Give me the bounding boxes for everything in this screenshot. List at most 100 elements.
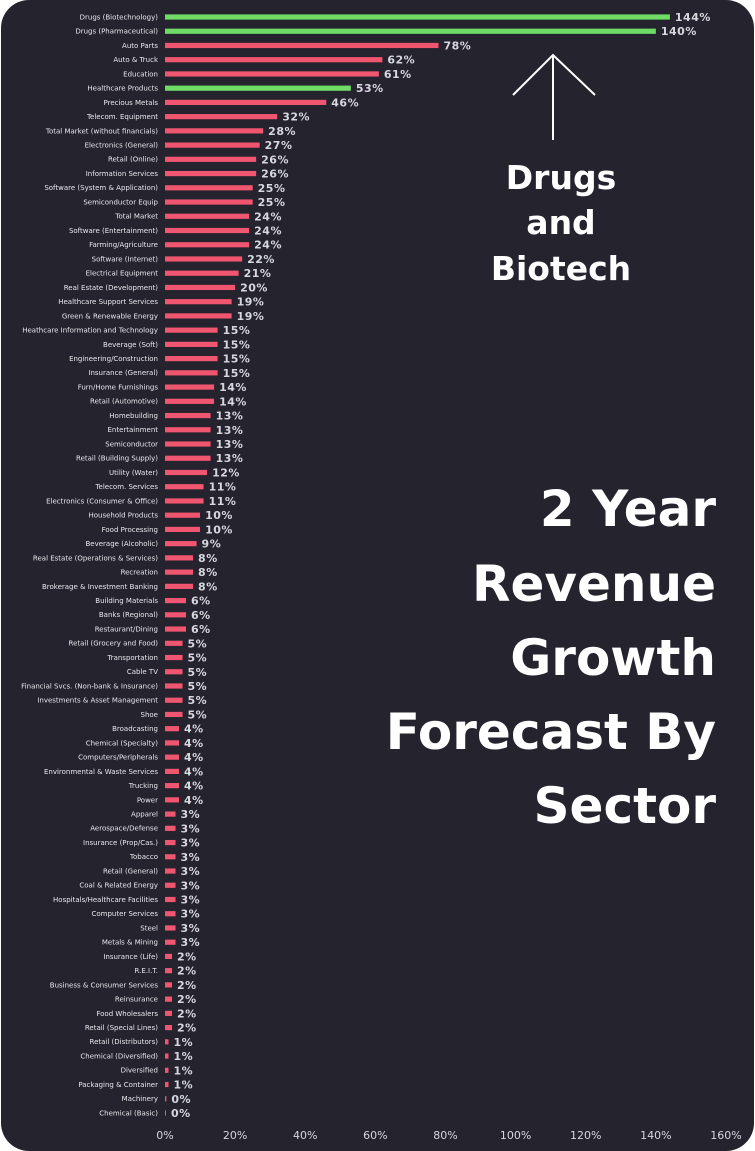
x-axis-ticks: 0% 20% 40% 60% 80% 100% 120% 140% 160%	[156, 1129, 741, 1142]
category-label: Food Processing	[102, 526, 158, 534]
data-label: 6%	[191, 609, 211, 622]
category-label: Engineering/Construction	[69, 355, 158, 363]
category-label: Computers/Peripherals	[78, 754, 158, 762]
bar	[165, 427, 211, 433]
data-label: 13%	[216, 438, 244, 451]
category-label: Drugs (Pharmaceutical)	[75, 28, 158, 36]
data-label: 61%	[384, 68, 412, 81]
bar	[165, 28, 656, 34]
bar	[165, 569, 194, 575]
category-label: Healthcare Products	[87, 85, 158, 93]
category-label: Healthcare Support Services	[58, 298, 158, 306]
data-label: 24%	[254, 239, 282, 252]
category-label: Insurance (General)	[88, 369, 158, 377]
category-label: Diversified	[121, 1067, 158, 1075]
bar	[165, 882, 176, 888]
category-label: Packaging & Container	[78, 1081, 158, 1089]
data-label: 0%	[171, 1093, 191, 1106]
bar	[165, 740, 180, 746]
category-label: Utility (Water)	[109, 469, 158, 477]
category-label: Household Products	[89, 512, 159, 520]
category-label: Business & Consumer Services	[50, 981, 159, 989]
data-label: 11%	[209, 495, 237, 508]
bar	[165, 327, 218, 333]
x-tick-label: 60%	[363, 1129, 387, 1142]
category-label: Restaurant/Dining	[95, 625, 158, 633]
bar	[165, 868, 176, 874]
bar	[165, 227, 250, 234]
title-line: Sector	[534, 777, 717, 835]
data-label: 140%	[661, 25, 697, 38]
category-label: Software (Internet)	[92, 255, 159, 263]
data-label: 2%	[177, 979, 197, 992]
data-label: 14%	[219, 381, 247, 394]
bar	[165, 99, 327, 106]
category-label: Aerospace/Defense	[90, 825, 158, 833]
bar	[165, 199, 253, 205]
bar	[165, 1067, 169, 1073]
category-label: Real Estate (Operations & Services)	[33, 554, 158, 562]
category-label: R.E.I.T.	[135, 967, 158, 975]
bar	[165, 85, 351, 91]
bar	[165, 370, 218, 376]
category-label: Education	[123, 70, 158, 78]
data-label: 5%	[188, 708, 208, 721]
bar	[165, 839, 176, 846]
category-label: Retail (Online)	[108, 156, 158, 164]
bar	[165, 412, 211, 419]
category-label: Insurance (Prop/Cas.)	[83, 839, 158, 847]
category-label: Computer Services	[91, 910, 158, 918]
data-label: 13%	[216, 452, 244, 465]
data-label: 4%	[184, 751, 204, 764]
data-label: 9%	[202, 538, 222, 551]
data-label: 6%	[191, 595, 211, 608]
bar	[165, 1024, 173, 1031]
category-label: Auto Parts	[122, 42, 158, 50]
data-label: 3%	[181, 822, 201, 835]
category-label: Investments & Asset Management	[37, 697, 158, 705]
data-label: 5%	[188, 694, 208, 707]
bar	[165, 1053, 169, 1059]
data-label: 1%	[174, 1050, 194, 1063]
category-label: Information Services	[86, 170, 159, 178]
bar	[165, 982, 173, 988]
bar	[165, 626, 187, 632]
data-label: 10%	[205, 523, 233, 536]
category-label: Green & Renewable Energy	[62, 312, 158, 320]
data-label: 2%	[177, 1022, 197, 1035]
bar	[165, 14, 670, 20]
data-label: 15%	[223, 353, 251, 366]
data-label: 4%	[184, 780, 204, 793]
bar	[165, 213, 250, 219]
title-line: Growth	[510, 629, 716, 687]
x-tick-label: 100%	[500, 1129, 531, 1142]
category-label: Retail (General)	[103, 867, 158, 875]
data-label: 21%	[244, 267, 272, 280]
data-label: 5%	[188, 666, 208, 679]
bar	[165, 284, 236, 291]
bar	[165, 185, 253, 191]
category-label: Retail (Building Supply)	[76, 455, 158, 463]
category-label: Semiconductor	[105, 440, 158, 448]
category-label: Transportation	[106, 654, 158, 662]
data-label: 1%	[174, 1064, 194, 1077]
bar	[165, 768, 180, 774]
bar	[165, 726, 180, 732]
data-label: 28%	[268, 125, 296, 138]
data-label: 6%	[191, 623, 211, 636]
category-label: Chemical (Basic)	[99, 1109, 158, 1117]
bar	[165, 498, 204, 504]
bar	[165, 114, 278, 120]
bar	[165, 555, 194, 561]
category-label: Financial Svcs. (Non-bank & Insurance)	[21, 682, 158, 690]
bar	[165, 939, 176, 945]
data-label: 0%	[171, 1107, 191, 1120]
data-label: 3%	[181, 893, 201, 906]
annotation-line: and	[526, 203, 595, 242]
bar	[165, 583, 194, 589]
category-label: Environmental & Waste Services	[44, 768, 158, 776]
category-label: Chemical (Diversified)	[80, 1052, 158, 1060]
data-label: 15%	[223, 338, 251, 351]
category-label: Coal & Related Energy	[79, 882, 158, 890]
chart-title: 2 Year Revenue Growth Forecast By Sector	[386, 480, 717, 835]
